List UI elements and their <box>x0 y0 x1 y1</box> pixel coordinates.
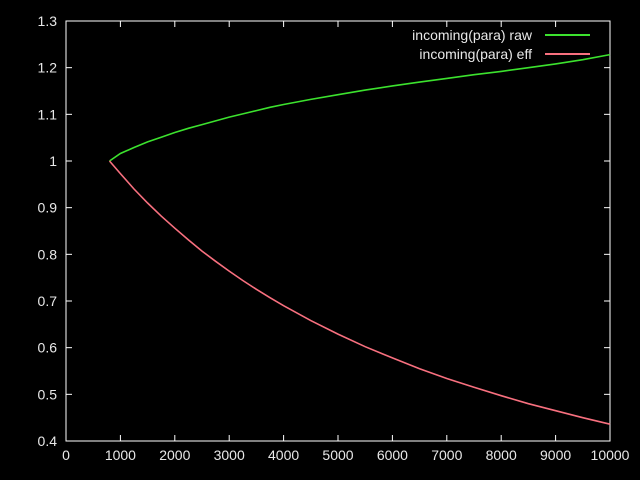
x-tick-label: 0 <box>62 447 70 463</box>
y-tick-label: 0.7 <box>38 293 58 309</box>
y-tick-label: 0.8 <box>38 246 58 262</box>
legend-line-sample-eff <box>545 52 590 55</box>
legend-item-eff: incoming(para) eff <box>412 44 590 63</box>
plot-border <box>65 20 611 442</box>
legend: incoming(para) raw incoming(para) eff <box>412 25 590 63</box>
y-tick-label: 0.4 <box>38 433 58 449</box>
legend-line-sample-raw <box>545 33 590 36</box>
series-line-raw <box>109 53 611 162</box>
x-tick-label: 9000 <box>540 447 571 463</box>
y-tick-label: 1.2 <box>38 60 58 76</box>
x-tick-label: 1000 <box>105 447 136 463</box>
x-tick-label: 7000 <box>431 447 462 463</box>
legend-label-raw: incoming(para) raw <box>412 26 532 43</box>
x-tick-label: 8000 <box>486 447 517 463</box>
x-tick-label: 5000 <box>322 447 353 463</box>
series-lines <box>108 53 611 425</box>
x-tick-label: 10000 <box>591 447 630 463</box>
y-tick-label: 1.1 <box>38 106 58 122</box>
y-tick-label: 1.3 <box>38 13 58 29</box>
y-tick-label: 0.9 <box>38 200 58 216</box>
legend-item-raw: incoming(para) raw <box>412 25 590 44</box>
y-tick-label: 0.6 <box>38 340 58 356</box>
x-tick-label: 3000 <box>214 447 245 463</box>
tick-marks <box>65 20 611 442</box>
x-tick-label: 2000 <box>159 447 190 463</box>
tick-labels: 0 1000 2000 3000 4000 5000 6000 7000 8000 9000 100… <box>38 13 630 463</box>
axes <box>65 20 611 442</box>
x-tick-label: 4000 <box>268 447 299 463</box>
y-tick-label: 0.5 <box>38 386 58 402</box>
series-line-eff <box>108 160 611 425</box>
x-tick-label: 6000 <box>377 447 408 463</box>
legend-label-eff: incoming(para) eff <box>419 45 532 62</box>
y-tick-label: 1 <box>49 153 57 169</box>
